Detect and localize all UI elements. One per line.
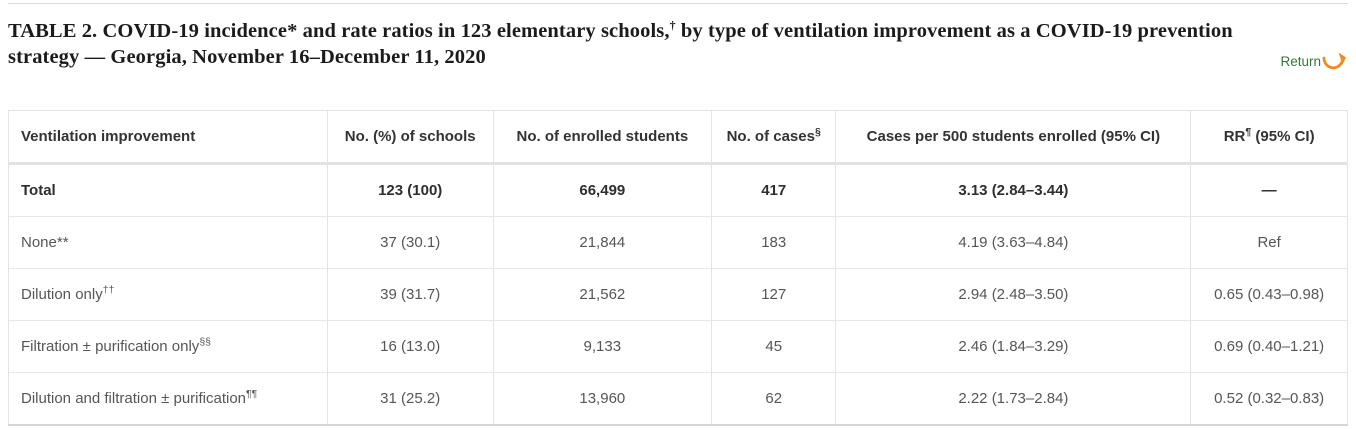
cell-cases: 62: [711, 372, 837, 426]
return-link-label: Return: [1280, 54, 1321, 69]
header-no-of-cases: No. of cases§: [711, 110, 837, 166]
top-divider: [8, 3, 1348, 4]
cell-cases: 183: [711, 216, 837, 270]
ventilation-table: Ventilation improvement No. (%) of schoo…: [8, 110, 1348, 427]
cell-rate-ci: 4.19 (3.63–4.84): [835, 216, 1192, 270]
cell-students: 21,844: [493, 216, 712, 270]
cell-students: 13,960: [493, 372, 712, 426]
cell-label: Dilution and filtration ± purification¶¶: [8, 372, 328, 426]
cell-rr-ci: 0.65 (0.43–0.98): [1190, 268, 1348, 322]
header-no-pct-schools: No. (%) of schools: [327, 110, 494, 166]
cell-label: Dilution only††: [8, 268, 328, 322]
cell-rr-ci: —: [1190, 163, 1348, 218]
table-row-dilution-only: Dilution only†† 39 (31.7) 21,562 127 2.9…: [8, 268, 1348, 322]
return-link[interactable]: Return: [1280, 49, 1346, 74]
cell-schools: 16 (13.0): [327, 320, 494, 374]
header-rr-95ci: RR¶ (95% CI): [1190, 110, 1348, 166]
table-row-none: None** 37 (30.1) 21,844 183 4.19 (3.63–4…: [8, 216, 1348, 270]
header-ventilation-improvement: Ventilation improvement: [8, 110, 328, 166]
cell-label: None**: [8, 216, 328, 270]
return-arrow-icon: [1322, 49, 1346, 80]
cell-rate-ci: 3.13 (2.84–3.44): [835, 163, 1192, 218]
header-no-enrolled-students: No. of enrolled students: [493, 110, 712, 166]
cell-schools: 39 (31.7): [327, 268, 494, 322]
cell-schools: 37 (30.1): [327, 216, 494, 270]
cell-rr-ci: 0.69 (0.40–1.21): [1190, 320, 1348, 374]
cell-rate-ci: 2.94 (2.48–3.50): [835, 268, 1192, 322]
cell-rr-ci: Ref: [1190, 216, 1348, 270]
cell-rate-ci: 2.46 (1.84–3.29): [835, 320, 1192, 374]
title-text-post: by type of ventilation improvement as a …: [8, 20, 1233, 69]
cell-label: Filtration ± purification only§§: [8, 320, 328, 374]
cell-schools: 31 (25.2): [327, 372, 494, 426]
cell-schools: 123 (100): [327, 163, 494, 218]
table-title: TABLE 2. COVID-19 incidence* and rate ra…: [8, 18, 1300, 70]
cell-students: 9,133: [493, 320, 712, 374]
table-header-row: Ventilation improvement No. (%) of schoo…: [8, 110, 1348, 166]
cell-students: 66,499: [493, 163, 712, 218]
cell-rate-ci: 2.22 (1.73–2.84): [835, 372, 1192, 426]
header-cases-per-500: Cases per 500 students enrolled (95% CI): [835, 110, 1192, 166]
table-title-block: TABLE 2. COVID-19 incidence* and rate ra…: [8, 18, 1300, 70]
cell-students: 21,562: [493, 268, 712, 322]
title-dagger-sup: †: [669, 18, 676, 33]
cell-cases: 417: [711, 163, 837, 218]
cell-cases: 127: [711, 268, 837, 322]
cell-cases: 45: [711, 320, 837, 374]
title-text-pre: TABLE 2. COVID-19 incidence* and rate ra…: [8, 20, 670, 42]
table-row-total: Total 123 (100) 66,499 417 3.13 (2.84–3.…: [8, 163, 1348, 218]
cell-rr-ci: 0.52 (0.32–0.83): [1214, 390, 1325, 408]
table-row-dilution-and-filtration: Dilution and filtration ± purification¶¶…: [8, 372, 1348, 426]
table-row-filtration-purification-only: Filtration ± purification only§§ 16 (13.…: [8, 320, 1348, 374]
page-container: TABLE 2. COVID-19 incidence* and rate ra…: [0, 3, 1356, 430]
cell-label: Total: [8, 163, 328, 218]
